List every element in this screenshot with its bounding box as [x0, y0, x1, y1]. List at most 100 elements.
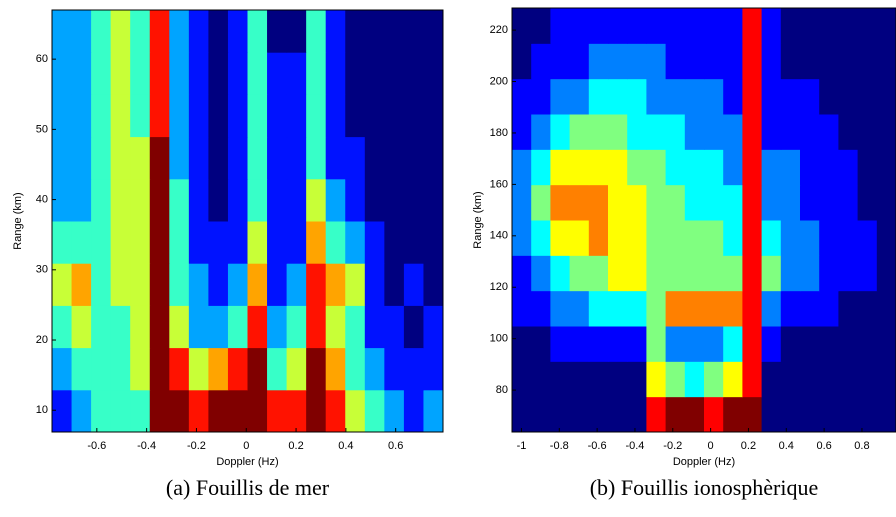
heatmap-cell [364, 178, 385, 222]
heatmap-cell [819, 8, 839, 44]
heatmap-cell [761, 43, 782, 80]
heatmap-cell [627, 114, 647, 150]
heatmap-cell [550, 43, 571, 80]
x-tick-label: -0.8 [550, 440, 569, 452]
heatmap-cell [627, 220, 647, 256]
heatmap-cell [345, 94, 366, 138]
heatmap-cell [208, 94, 229, 138]
heatmap-cell [627, 396, 647, 433]
heatmap-cell [267, 52, 288, 95]
heatmap-cell [247, 347, 268, 391]
heatmap-cell [169, 178, 190, 222]
heatmap-cell [169, 389, 190, 433]
heatmap-cell [345, 178, 366, 222]
heatmap-cell [838, 149, 859, 186]
heatmap-cell [71, 10, 92, 53]
heatmap-cell [306, 389, 327, 433]
heatmap-cell [665, 290, 686, 327]
heatmap-cell [569, 149, 590, 186]
heatmap-cell [149, 305, 170, 349]
heatmap-cell [52, 136, 73, 180]
heatmap-cell [550, 8, 571, 44]
heatmap-cell [286, 94, 307, 138]
heatmap-cell [569, 43, 590, 80]
heatmap-cell [876, 78, 896, 115]
heatmap-cell [149, 52, 170, 95]
heatmap-cell [345, 136, 366, 180]
heatmap-cell [110, 263, 131, 306]
heatmap-cell [110, 389, 131, 433]
heatmap-cell [838, 255, 859, 292]
heatmap-cell [876, 220, 896, 256]
heatmap-cell [684, 290, 705, 327]
heatmap-cell [608, 149, 628, 186]
heatmap-cell [247, 52, 268, 95]
heatmap-cell [761, 184, 782, 221]
heatmap-cell [800, 8, 820, 44]
x-tick-label: 0.2 [741, 440, 756, 452]
heatmap-cell [71, 305, 92, 349]
heatmap-cell [267, 221, 288, 264]
heatmap-cell [149, 10, 170, 53]
heatmap-cell [512, 326, 532, 362]
heatmap-cell [423, 263, 444, 306]
heatmap-cell [286, 347, 307, 391]
heatmap-cell [130, 52, 151, 95]
heatmap-cell [384, 136, 405, 180]
heatmap-cell [742, 290, 763, 327]
heatmap-cell [627, 361, 647, 398]
heatmap-cell [188, 347, 209, 391]
heatmap-cell [306, 94, 327, 138]
heatmap-cell [188, 136, 209, 180]
heatmap-cell [704, 326, 724, 362]
heatmap-cell [403, 94, 424, 138]
heatmap-cell [110, 52, 131, 95]
heatmap-cell [130, 221, 151, 264]
heatmap-cell [169, 305, 190, 349]
heatmap-cell [857, 149, 878, 186]
heatmap-cell [531, 43, 551, 80]
heatmap-cell [550, 396, 571, 433]
heatmap-cell [665, 396, 686, 433]
heatmap-cell [819, 184, 839, 221]
heatmap-cell [325, 305, 346, 349]
heatmap-cell [286, 52, 307, 95]
heatmap-cell [423, 389, 444, 433]
heatmap-cell [345, 347, 366, 391]
heatmap-cell [286, 263, 307, 306]
heatmap-cell [130, 263, 151, 306]
heatmap-cell [608, 43, 628, 80]
heatmap-cell [608, 361, 628, 398]
heatmap-cell [247, 10, 268, 53]
heatmap-cell [306, 263, 327, 306]
heatmap-cell [704, 149, 724, 186]
heatmap-cell [684, 220, 705, 256]
heatmap-cell [71, 178, 92, 222]
heatmap-cell [838, 184, 859, 221]
heatmap-cell [110, 221, 131, 264]
heatmap-cell [188, 389, 209, 433]
heatmap-cell [267, 347, 288, 391]
heatmap-cell [267, 389, 288, 433]
heatmap-cell [646, 326, 667, 362]
heatmap-cell [130, 10, 151, 53]
heatmap-cell [723, 220, 743, 256]
heatmap-cell [208, 178, 229, 222]
x-tick-label: 0.6 [388, 440, 403, 452]
heatmap-cell [569, 184, 590, 221]
y-tick-label: 120 [490, 281, 508, 293]
x-tick-label: 0.8 [854, 440, 869, 452]
heatmap-cell [130, 178, 151, 222]
heatmap-cell [723, 255, 743, 292]
heatmap-cell [780, 255, 801, 292]
y-tick-label: 60 [36, 53, 48, 65]
heatmap-cell [646, 78, 667, 115]
heatmap-cell [550, 184, 571, 221]
heatmap-cell [531, 361, 551, 398]
heatmap-cell [627, 184, 647, 221]
heatmap-cell [286, 389, 307, 433]
heatmap-cell [627, 255, 647, 292]
heatmap-cell [665, 114, 686, 150]
heatmap-cell [227, 52, 248, 95]
heatmap-cell [627, 149, 647, 186]
